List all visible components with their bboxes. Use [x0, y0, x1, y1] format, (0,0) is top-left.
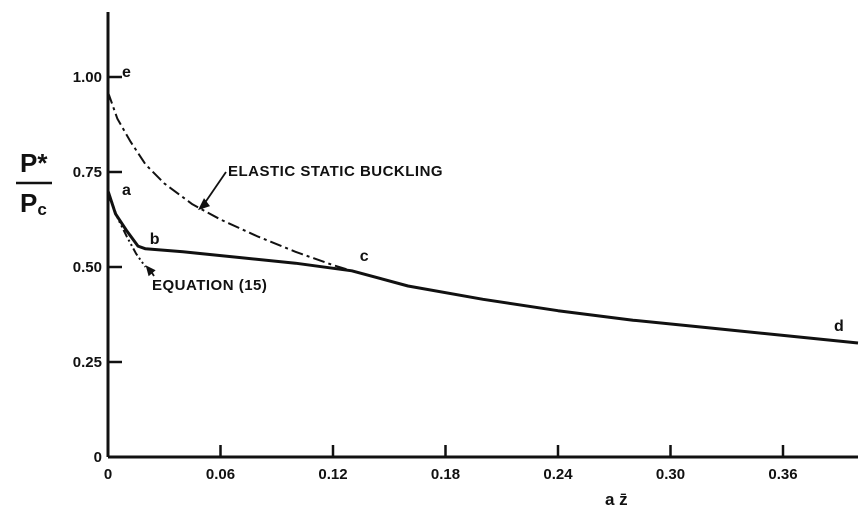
x-tick-label: 0.24 — [543, 466, 573, 483]
point-label-b: b — [150, 231, 160, 248]
x-axis-label: a z̄ — [605, 490, 628, 509]
series-line-1 — [106, 190, 859, 345]
annotations: ELASTIC STATIC BUCKLING EQUATION (15) — [145, 163, 443, 294]
point-label-c: c — [360, 248, 369, 265]
y-tick-label: 0 — [94, 449, 102, 466]
axis-titles: P* Pc a z̄ — [16, 148, 628, 509]
annotation-leader-elastic — [203, 171, 227, 205]
y-tick-label: 1.00 — [73, 69, 102, 86]
series-line-2 — [107, 91, 353, 272]
y-axis-label-numerator: P* — [20, 148, 48, 178]
point-label-d: d — [834, 318, 844, 335]
x-tick-label: 0.30 — [656, 466, 685, 483]
y-tick-label: 0.25 — [73, 354, 102, 371]
axes — [106, 12, 858, 459]
annotation-equation-15: EQUATION (15) — [152, 277, 267, 294]
x-tick-label: 0.12 — [318, 466, 347, 483]
annotation-arrowhead-elastic — [198, 198, 210, 211]
y-tick-label: 0.75 — [73, 164, 102, 181]
series-group — [106, 91, 859, 345]
x-tick-label: 0.06 — [206, 466, 235, 483]
point-labels: e a b c d — [122, 64, 844, 335]
x-tick-label: 0 — [104, 466, 112, 483]
ticks: 0 0.06 0.12 0.18 0.24 0.30 0.36 0 0.25 0.50 0.75 1.… — [73, 69, 798, 483]
point-label-a: a — [122, 182, 131, 199]
annotation-elastic-static-buckling: ELASTIC STATIC BUCKLING — [228, 163, 443, 180]
y-axis-label-denominator: Pc — [20, 188, 47, 219]
point-label-e: e — [122, 64, 131, 81]
annotation-arrowhead-equation — [145, 265, 156, 277]
x-tick-label: 0.36 — [768, 466, 797, 483]
y-tick-label: 0.50 — [73, 259, 102, 276]
series-line-3 — [107, 190, 147, 268]
x-tick-label: 0.18 — [431, 466, 460, 483]
